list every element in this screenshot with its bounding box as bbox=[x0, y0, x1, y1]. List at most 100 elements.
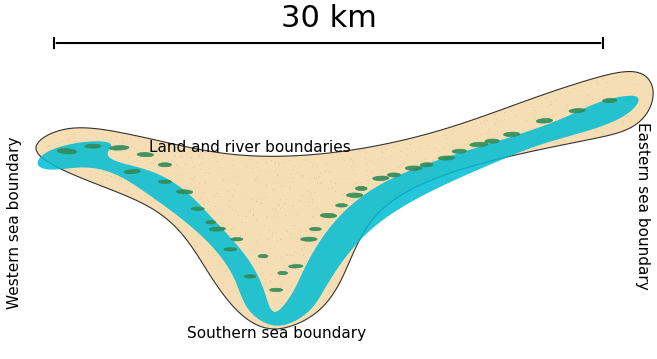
Ellipse shape bbox=[373, 176, 389, 181]
Point bbox=[375, 177, 386, 182]
Point bbox=[257, 310, 267, 316]
Point bbox=[255, 232, 265, 237]
Point bbox=[315, 181, 325, 186]
Point bbox=[264, 250, 275, 255]
Ellipse shape bbox=[158, 163, 171, 167]
Point bbox=[300, 278, 310, 284]
Point bbox=[432, 151, 443, 157]
Point bbox=[566, 139, 577, 144]
Point bbox=[360, 155, 371, 161]
Point bbox=[348, 181, 358, 187]
Point bbox=[170, 153, 181, 159]
Point bbox=[275, 300, 285, 306]
Point bbox=[110, 174, 120, 180]
Point bbox=[479, 118, 489, 124]
Point bbox=[228, 267, 238, 272]
Ellipse shape bbox=[278, 271, 288, 275]
Point bbox=[287, 175, 298, 181]
Point bbox=[378, 185, 388, 190]
Point bbox=[87, 159, 98, 165]
Point bbox=[438, 145, 449, 150]
Point bbox=[288, 324, 298, 330]
Point bbox=[488, 113, 499, 118]
Point bbox=[358, 146, 369, 152]
Point bbox=[254, 260, 264, 265]
Ellipse shape bbox=[355, 186, 367, 191]
Point bbox=[251, 216, 261, 222]
Point bbox=[216, 186, 227, 192]
Point bbox=[292, 169, 303, 175]
Polygon shape bbox=[37, 96, 639, 326]
Point bbox=[401, 174, 411, 180]
Point bbox=[255, 167, 265, 173]
Point bbox=[314, 252, 325, 257]
Point bbox=[118, 140, 129, 145]
Point bbox=[39, 162, 49, 167]
Point bbox=[424, 145, 434, 151]
Point bbox=[311, 204, 321, 209]
Point bbox=[97, 156, 107, 162]
Point bbox=[265, 245, 276, 251]
Point bbox=[585, 118, 595, 123]
Point bbox=[576, 88, 587, 93]
Point bbox=[503, 145, 514, 151]
Point bbox=[215, 258, 225, 264]
Point bbox=[307, 196, 317, 202]
Point bbox=[260, 279, 270, 285]
Point bbox=[291, 250, 302, 256]
Point bbox=[373, 206, 383, 212]
Point bbox=[91, 134, 102, 140]
Point bbox=[309, 205, 319, 211]
Point bbox=[329, 244, 340, 250]
Point bbox=[221, 272, 232, 278]
Point bbox=[380, 155, 391, 161]
Point bbox=[292, 211, 302, 217]
Point bbox=[246, 246, 257, 252]
Point bbox=[549, 128, 559, 134]
Point bbox=[355, 180, 365, 185]
Point bbox=[311, 163, 322, 168]
Point bbox=[388, 143, 399, 148]
Point bbox=[288, 253, 299, 258]
Point bbox=[475, 120, 486, 126]
Point bbox=[495, 140, 506, 146]
Point bbox=[203, 199, 214, 204]
Point bbox=[407, 162, 418, 168]
Point bbox=[296, 245, 307, 251]
Point bbox=[150, 195, 161, 201]
Point bbox=[593, 130, 603, 135]
Point bbox=[262, 259, 273, 265]
Point bbox=[250, 159, 261, 165]
Point bbox=[421, 165, 432, 171]
Point bbox=[125, 173, 135, 179]
Point bbox=[194, 163, 204, 168]
Point bbox=[139, 192, 149, 198]
Point bbox=[436, 157, 446, 163]
Point bbox=[57, 152, 68, 158]
Point bbox=[306, 175, 316, 181]
Point bbox=[300, 258, 311, 264]
Point bbox=[257, 299, 267, 305]
Point bbox=[559, 138, 570, 144]
Point bbox=[260, 293, 271, 299]
Point bbox=[535, 100, 546, 106]
Ellipse shape bbox=[536, 118, 553, 123]
Point bbox=[315, 207, 325, 213]
Point bbox=[568, 110, 578, 116]
Point bbox=[378, 187, 388, 193]
Point bbox=[289, 260, 300, 266]
Point bbox=[243, 313, 254, 319]
Point bbox=[215, 261, 226, 267]
Point bbox=[154, 141, 164, 147]
Point bbox=[269, 243, 279, 249]
Point bbox=[528, 135, 539, 140]
Point bbox=[292, 264, 303, 270]
Point bbox=[339, 157, 350, 163]
Point bbox=[298, 252, 308, 258]
Text: Land and river boundaries: Land and river boundaries bbox=[149, 140, 351, 155]
Point bbox=[254, 201, 265, 207]
Point bbox=[499, 155, 509, 161]
Point bbox=[579, 125, 589, 131]
Point bbox=[300, 255, 310, 260]
Point bbox=[530, 107, 541, 113]
